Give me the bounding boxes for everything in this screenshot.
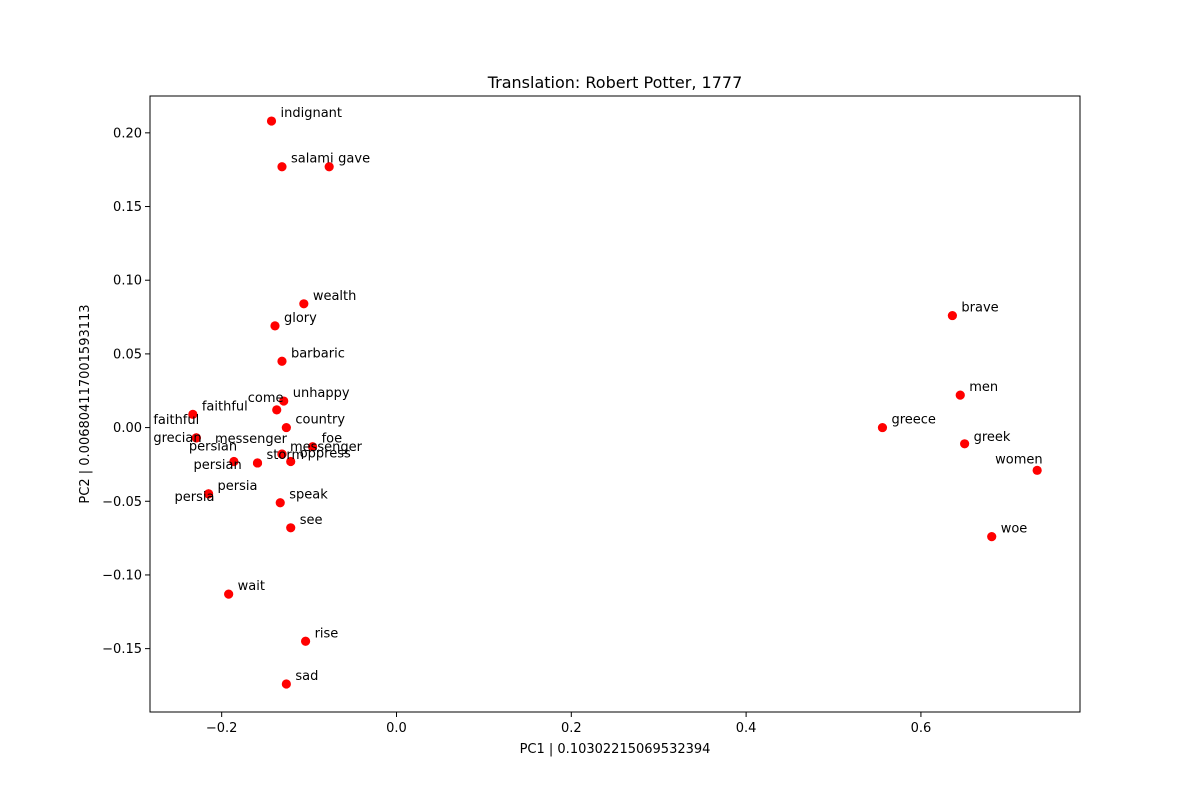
point-label: speak [289, 488, 328, 503]
point-label: faithful [153, 413, 199, 428]
data-points [188, 116, 1042, 689]
data-point [877, 422, 888, 433]
point-label: greek [974, 430, 1011, 445]
point-label: gave [338, 152, 370, 167]
x-tick-label: 0.6 [911, 721, 932, 736]
y-tick-label: 0.05 [113, 347, 142, 362]
data-point [1032, 465, 1042, 475]
point-label: women [995, 452, 1043, 467]
point-label: greece [891, 413, 935, 428]
data-point [272, 405, 282, 415]
point-label: glory [284, 311, 317, 326]
point-label: wealth [313, 289, 357, 304]
data-point [324, 162, 334, 172]
data-point [252, 458, 263, 468]
point-label: messenger [215, 432, 288, 447]
point-label: brave [961, 301, 998, 316]
x-axis-label: PC1 | 0.10302215069532394 [520, 742, 711, 757]
point-label: oppress [300, 446, 351, 461]
data-point [277, 162, 287, 172]
point-label: indignant [280, 106, 342, 121]
point-label: persian [189, 439, 237, 454]
data-point [191, 433, 201, 443]
point-label: see [300, 513, 323, 528]
point-label: wait [238, 579, 265, 594]
point-label: come [248, 391, 284, 406]
data-point [277, 356, 287, 366]
data-point [281, 679, 291, 689]
data-point [266, 116, 277, 126]
point-label: persian [194, 458, 242, 473]
point-label: woe [1001, 522, 1028, 537]
point-label: salami [291, 152, 334, 167]
y-tick-label: −0.10 [102, 568, 142, 583]
y-axis: −0.15 −0.10 −0.05 0.00 0.05 0.10 0.15 0.20 [102, 126, 150, 657]
data-point [960, 439, 970, 449]
point-label: grecian [153, 431, 201, 446]
y-tick-label: −0.05 [102, 495, 142, 510]
data-point [188, 409, 198, 419]
data-point [203, 489, 214, 499]
x-tick-label: 0.0 [386, 721, 407, 736]
data-point [275, 498, 285, 508]
point-label: barbaric [291, 346, 345, 361]
data-point [270, 321, 280, 331]
y-tick-label: 0.10 [113, 274, 142, 289]
plot-frame [149, 95, 1081, 713]
data-point [286, 456, 296, 467]
point-label: country [295, 413, 345, 428]
point-label: messenger [290, 440, 363, 455]
point-label: faithful [202, 399, 248, 414]
y-tick-label: 0.00 [113, 421, 142, 436]
data-point [307, 442, 318, 452]
x-tick-label: 0.4 [736, 721, 757, 736]
data-point [286, 523, 296, 533]
point-label: men [969, 380, 998, 395]
data-point [955, 390, 965, 400]
data-point [300, 636, 311, 646]
x-axis: −0.2 0.0 0.2 0.4 0.6 [206, 712, 931, 736]
x-tick-label: −0.2 [206, 721, 238, 736]
point-label: persia [218, 479, 258, 494]
data-point [277, 449, 287, 459]
point-label: persia [175, 490, 215, 505]
point-labels: indignant salami gave wealth glory barbaric un… [153, 106, 1042, 684]
data-point [299, 299, 309, 309]
data-point [281, 422, 291, 433]
point-label: storm [267, 448, 305, 463]
data-point [279, 396, 289, 406]
data-point [947, 310, 957, 321]
point-label: foe [322, 432, 343, 447]
point-label: rise [315, 626, 339, 641]
data-point [229, 456, 239, 467]
data-point [224, 589, 234, 599]
y-axis-label: PC2 | 0.0068041170015931​13 [78, 304, 93, 503]
x-tick-label: 0.2 [561, 721, 582, 736]
point-label: unhappy [293, 386, 350, 401]
y-tick-label: −0.15 [102, 642, 142, 657]
y-tick-label: 0.20 [113, 126, 142, 141]
chart-title: Translation: Robert Potter, 1777 [487, 73, 743, 92]
point-label: sad [295, 669, 318, 684]
y-tick-label: 0.15 [113, 200, 142, 215]
data-point [987, 532, 997, 542]
